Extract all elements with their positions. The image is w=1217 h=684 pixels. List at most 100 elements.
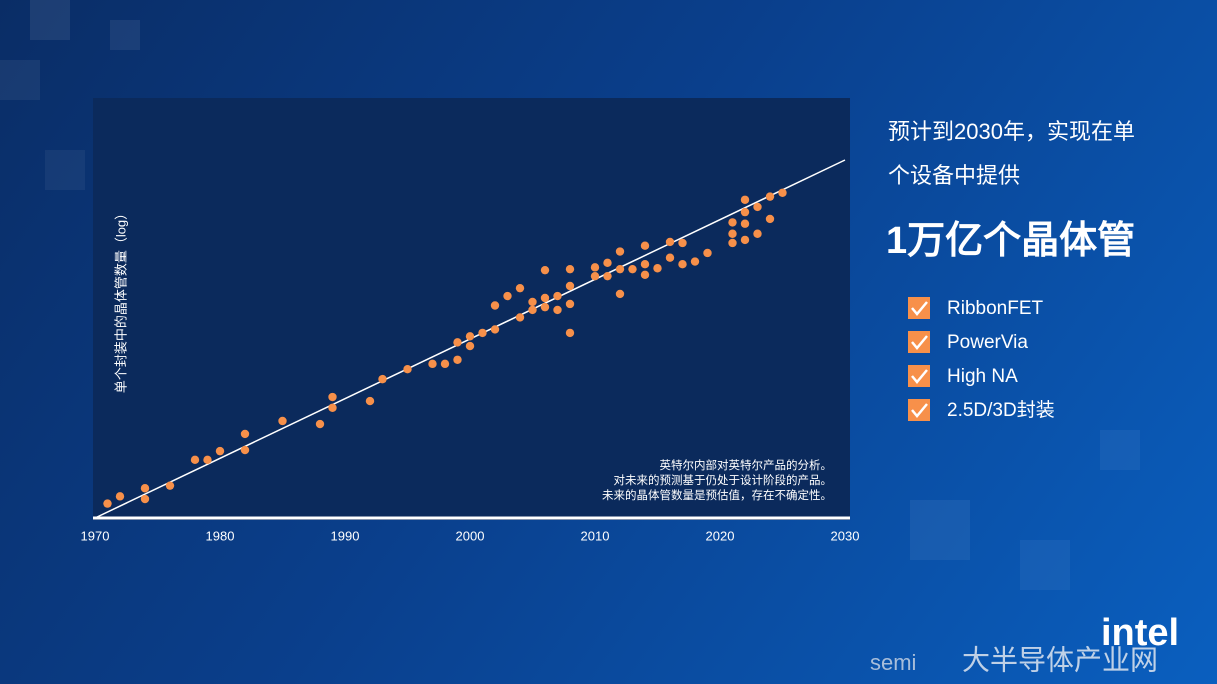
data-point — [640, 270, 650, 280]
data-point — [528, 305, 537, 315]
data-point — [515, 313, 525, 322]
data-point — [740, 207, 750, 217]
data-point — [740, 235, 750, 245]
checkbox — [908, 365, 930, 387]
data-point — [565, 264, 575, 274]
data-point — [540, 293, 550, 303]
data-point — [603, 271, 612, 281]
x-tick-label: 2010 — [581, 528, 610, 543]
data-point — [215, 446, 225, 456]
x-tick-label: 1980 — [206, 528, 235, 543]
data-point — [615, 289, 625, 299]
x-tick-label: 2020 — [706, 528, 735, 543]
checkmark — [911, 369, 928, 384]
data-point — [740, 195, 750, 204]
decoration — [0, 0, 1140, 590]
data-point — [328, 403, 337, 412]
data-point — [365, 396, 375, 406]
checkbox — [908, 399, 930, 421]
data-point — [103, 499, 112, 508]
checkmark — [911, 301, 928, 316]
data-point — [678, 238, 687, 248]
data-point — [315, 419, 325, 429]
data-point — [615, 247, 625, 256]
data-point — [740, 219, 750, 228]
checkmark — [911, 403, 928, 418]
data-point — [453, 355, 462, 364]
data-point — [653, 264, 662, 273]
data-point — [640, 241, 650, 250]
data-point — [278, 416, 287, 426]
data-point — [728, 218, 737, 227]
data-point — [703, 248, 712, 258]
data-point — [753, 202, 762, 212]
data-point — [503, 291, 512, 301]
data-point — [728, 238, 737, 248]
data-point — [590, 263, 600, 272]
watermark: 大半导体产业网 — [962, 644, 1158, 675]
data-point — [528, 297, 537, 307]
data-point — [540, 265, 550, 275]
data-point — [478, 328, 487, 338]
data-point — [240, 429, 250, 439]
data-point — [515, 283, 525, 293]
data-point — [778, 188, 787, 197]
data-point — [615, 264, 625, 274]
data-point — [765, 192, 775, 201]
data-point — [453, 338, 462, 347]
checkbox — [908, 331, 930, 353]
x-tick-label: 2030 — [831, 528, 860, 543]
watermark: semi — [870, 650, 916, 675]
data-point — [490, 325, 500, 334]
feature-label: RibbonFET — [947, 298, 1043, 319]
logo: intel — [1101, 612, 1179, 654]
data-point — [428, 359, 437, 369]
feature-label: PowerVia — [947, 332, 1028, 353]
data-point — [165, 481, 175, 490]
data-point — [378, 374, 387, 384]
data-point — [590, 271, 600, 281]
checkbox — [908, 297, 930, 319]
data-point — [203, 455, 212, 465]
data-point — [440, 359, 450, 369]
headline: 预计到2030年，实现在单 — [888, 119, 1135, 144]
annotation: 未来的晶体管数量是预估值，存在不确定性。 — [602, 488, 832, 502]
data-point — [540, 302, 550, 312]
data-point — [553, 291, 562, 301]
data-point — [565, 328, 575, 338]
data-point — [115, 492, 125, 501]
data-point — [403, 365, 412, 374]
data-point — [490, 301, 500, 310]
x-tick-label: 1970 — [81, 528, 110, 543]
data-point — [665, 237, 675, 247]
data-point — [765, 214, 775, 224]
data-point — [665, 253, 675, 262]
checkmark — [911, 335, 928, 350]
data-point — [640, 260, 650, 269]
feature-label: 2.5D/3D封装 — [947, 399, 1055, 421]
data-point — [465, 341, 475, 351]
data-point — [140, 484, 150, 493]
data-point — [728, 229, 737, 238]
data-point — [678, 260, 687, 269]
data-point — [140, 494, 150, 504]
highlight: 1万亿个晶体管 — [886, 220, 1135, 262]
x-tick-label: 2000 — [456, 528, 485, 543]
data-point — [603, 258, 612, 268]
data-point — [753, 229, 762, 238]
y-axis-label: 单个封装中的晶体管数量（log） — [113, 207, 128, 393]
feature-label: High NA — [947, 366, 1018, 387]
data-point — [240, 445, 250, 455]
data-point — [553, 305, 562, 315]
data-point — [628, 264, 637, 274]
headline: 个设备中提供 — [888, 163, 1020, 188]
annotation: 对未来的预测基于仍处于设计阶段的产品。 — [614, 473, 833, 487]
x-tick-label: 1990 — [331, 528, 360, 543]
annotation: 英特尔内部对英特尔产品的分析。 — [660, 458, 833, 472]
feature-list: RibbonFET PowerVia High NA 2.5D/3D封装 — [908, 297, 1055, 421]
data-point — [565, 299, 575, 309]
data-point — [565, 281, 575, 291]
data-point — [690, 257, 700, 266]
